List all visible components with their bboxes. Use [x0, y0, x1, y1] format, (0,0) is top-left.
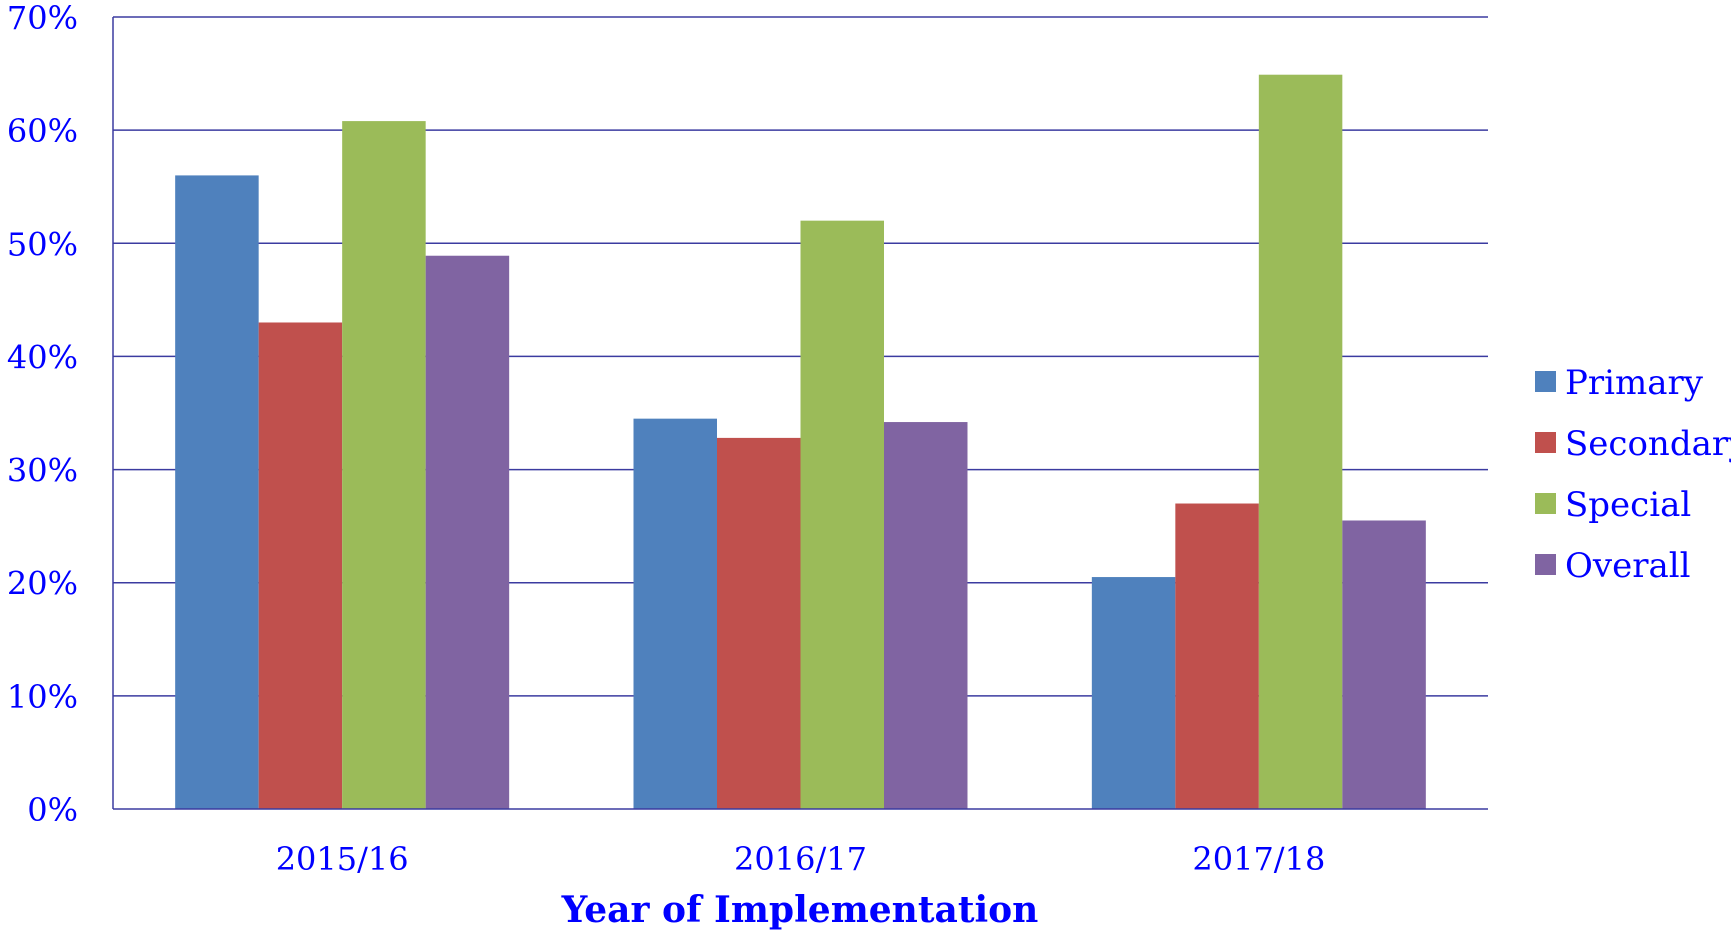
legend-label-overall: Overall [1565, 546, 1690, 586]
legend: Primary Secondary Special Overall [1535, 363, 1731, 586]
legend-label-special: Special [1565, 485, 1691, 525]
legend-label-primary: Primary [1565, 363, 1704, 403]
bar-primary-1 [633, 418, 717, 809]
y-tick-label: 20% [7, 565, 78, 603]
x-tick-label: 2016/17 [734, 840, 867, 878]
y-tick-label: 50% [7, 225, 78, 263]
bar-secondary-2 [1175, 503, 1259, 809]
bar-overall-2 [1342, 520, 1426, 809]
bars [175, 74, 1426, 809]
axes: 0% 10% 20% 30% 40% 50% 60% 70% 2015/16 2016/17 201… [7, 0, 1488, 878]
bar-special-0 [342, 121, 426, 809]
y-tick-label: 40% [7, 338, 78, 376]
x-tick-label: 2017/18 [1192, 840, 1325, 878]
y-tick-label: 10% [7, 678, 78, 716]
bar-overall-0 [425, 255, 510, 809]
legend-swatch-overall [1535, 554, 1556, 575]
bar-special-2 [1258, 74, 1343, 809]
bar-special-1 [800, 220, 884, 809]
y-tick-label: 30% [7, 452, 78, 490]
bar-primary-2 [1091, 577, 1176, 809]
y-tick-label: 60% [7, 112, 78, 150]
bar-primary-0 [175, 175, 259, 809]
legend-label-secondary: Secondary [1565, 424, 1731, 464]
y-tick-label: 70% [7, 0, 78, 37]
legend-swatch-primary [1535, 371, 1556, 392]
x-tick-label: 2015/16 [276, 840, 409, 878]
y-tick-label: 0% [27, 791, 78, 829]
legend-swatch-special [1535, 493, 1556, 514]
bar-secondary-1 [717, 437, 801, 809]
x-axis-title: Year of Implementation [561, 889, 1039, 930]
bar-secondary-0 [258, 322, 343, 809]
legend-swatch-secondary [1535, 432, 1556, 453]
bar-overall-1 [884, 422, 968, 809]
